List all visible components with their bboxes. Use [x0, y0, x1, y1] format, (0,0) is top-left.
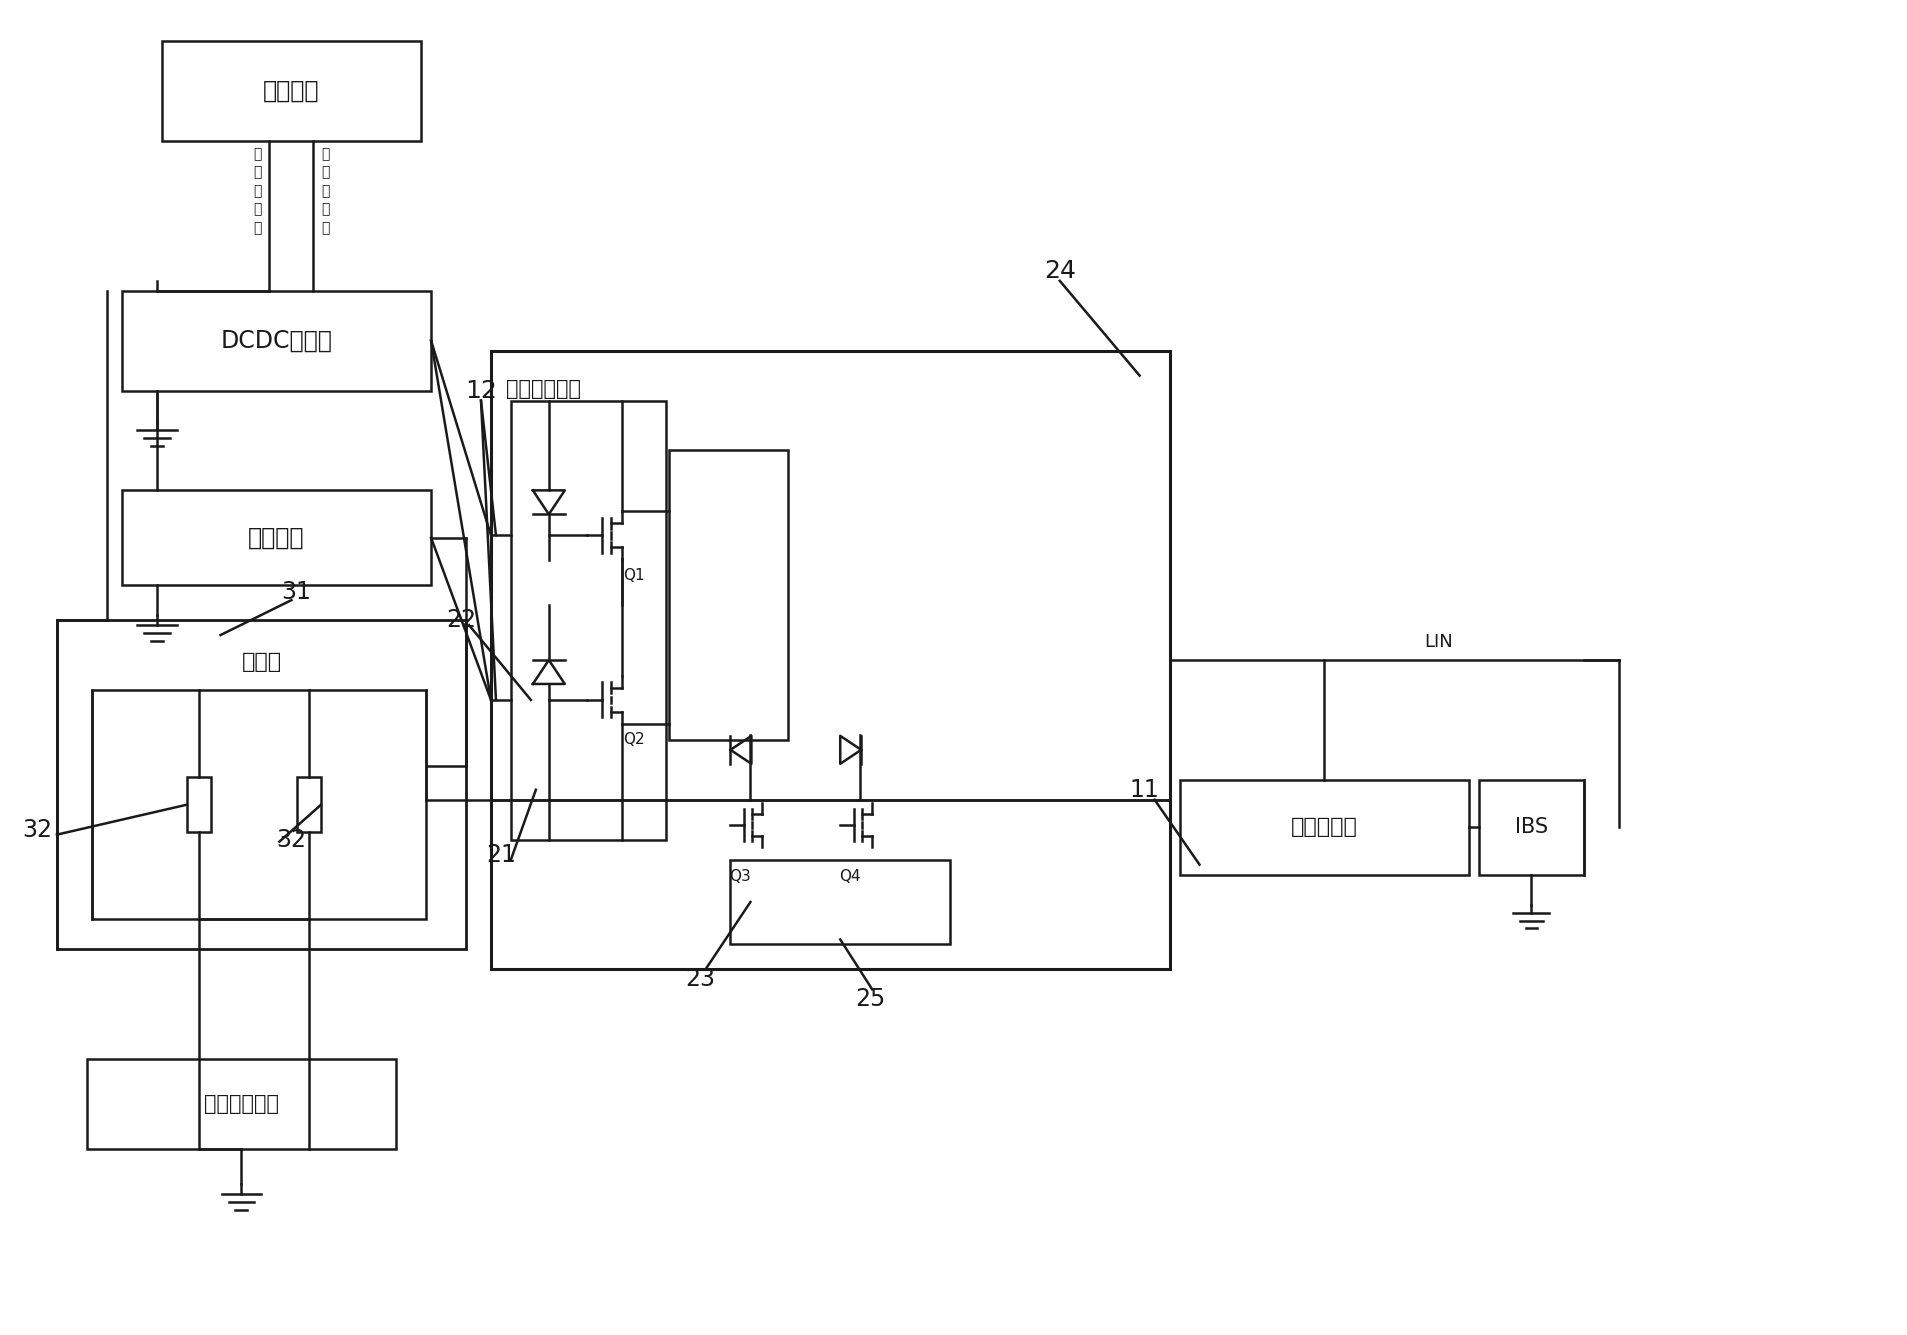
- Bar: [730, 860, 950, 944]
- Text: IBS: IBS: [1514, 817, 1547, 837]
- Bar: [122, 490, 431, 585]
- Text: 22: 22: [446, 609, 475, 631]
- Text: 12: 12: [465, 379, 496, 403]
- Text: 直
流
母
线
负: 直 流 母 线 负: [254, 147, 261, 235]
- Bar: [162, 41, 421, 142]
- Text: DCDC转换器: DCDC转换器: [221, 328, 332, 352]
- Text: 24: 24: [1043, 259, 1076, 283]
- Text: Q1: Q1: [622, 567, 645, 582]
- Bar: [490, 351, 1169, 969]
- Text: 直
流
母
线
正: 直 流 母 线 正: [320, 147, 330, 235]
- Bar: [667, 450, 788, 740]
- Text: 25: 25: [854, 988, 885, 1012]
- Bar: [57, 619, 465, 949]
- Text: 冗余供电负载: 冗余供电负载: [204, 1095, 278, 1115]
- Text: LIN: LIN: [1425, 633, 1453, 651]
- Text: Q4: Q4: [839, 869, 860, 884]
- Bar: [86, 1059, 397, 1149]
- Bar: [92, 690, 425, 920]
- Text: 动力电池: 动力电池: [263, 79, 320, 103]
- Bar: [122, 291, 431, 391]
- Text: 32: 32: [21, 817, 51, 841]
- Text: Q2: Q2: [622, 733, 645, 748]
- Bar: [297, 777, 320, 832]
- Text: 23: 23: [685, 968, 715, 992]
- Text: 32: 32: [277, 828, 307, 852]
- Text: 主蓄电池: 主蓄电池: [248, 526, 305, 550]
- Text: 21: 21: [486, 842, 515, 866]
- Bar: [1478, 780, 1583, 874]
- Bar: [187, 777, 210, 832]
- Bar: [1179, 780, 1468, 874]
- Text: 31: 31: [282, 581, 311, 605]
- Text: 配电盒: 配电盒: [242, 651, 282, 672]
- Text: Q3: Q3: [728, 869, 751, 884]
- Text: 11: 11: [1129, 778, 1159, 802]
- Text: 备用蓄电池: 备用蓄电池: [1291, 817, 1358, 837]
- Text: 电源隔离模块: 电源隔离模块: [505, 379, 580, 399]
- Bar: [511, 400, 666, 840]
